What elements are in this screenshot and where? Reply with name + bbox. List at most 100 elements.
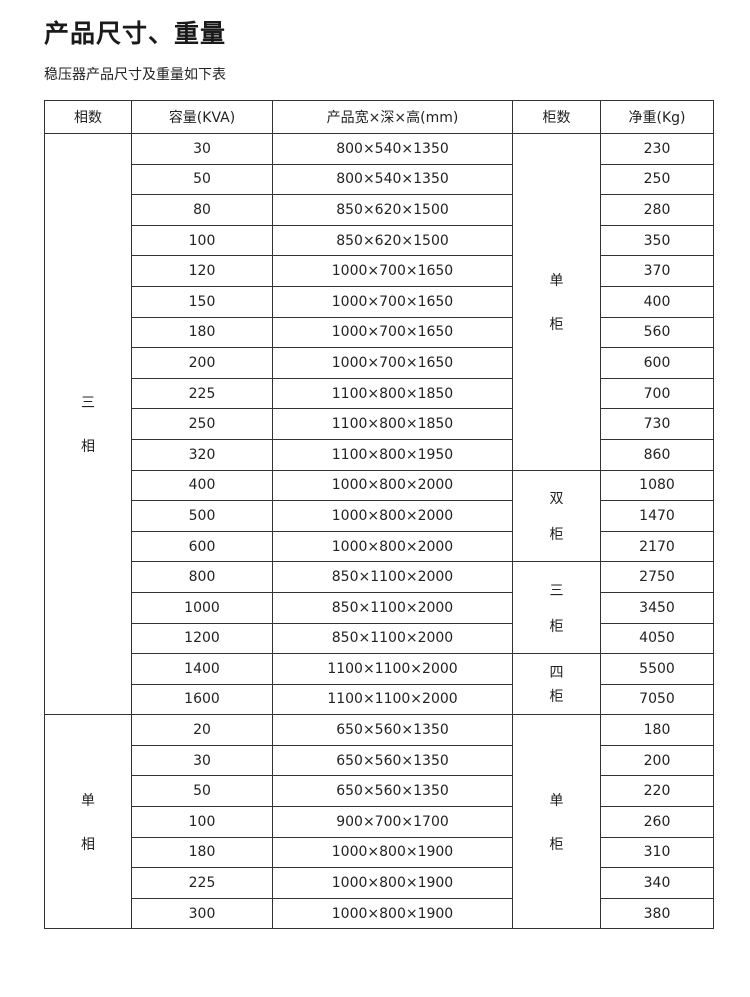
table-header-row: 相数 容量(KVA) 产品宽×深×高(mm) 柜数 净重(Kg) <box>44 100 714 134</box>
capacity-cell: 600 <box>131 530 273 563</box>
phase-cell: 单相 <box>44 714 132 930</box>
dimensions-cell: 850×620×1500 <box>272 224 513 257</box>
dimensions-cell: 650×560×1350 <box>272 714 513 746</box>
capacity-cell: 150 <box>131 285 273 318</box>
page-title: 产品尺寸、重量 <box>44 19 227 48</box>
table-row: 1200 850×1100×2000 4050 <box>45 622 714 655</box>
table-row: 225 1000×800×1900 340 <box>45 867 714 899</box>
table-row: 600 1000×800×2000 2170 <box>45 530 714 563</box>
header-cabinets: 柜数 <box>512 100 601 134</box>
cabinet-cell-char: 柜 <box>549 689 564 706</box>
capacity-cell: 1600 <box>131 683 273 716</box>
net-weight-cell: 730 <box>600 408 714 440</box>
cabinet-cell: 单柜 <box>512 133 601 471</box>
capacity-cell: 20 <box>131 714 273 746</box>
capacity-cell: 80 <box>131 194 273 226</box>
table-row: 1600 1100×1100×2000 7050 <box>45 683 714 716</box>
table-row: 225 1100×800×1850 700 <box>45 377 714 410</box>
table-row: 50 650×560×1350 220 <box>45 775 714 808</box>
net-weight-cell: 560 <box>600 316 714 349</box>
cabinet-cell-char: 柜 <box>549 316 564 333</box>
dimensions-cell: 1100×800×1950 <box>272 438 513 471</box>
phase-cell-char: 三 <box>81 395 95 412</box>
net-weight-cell: 600 <box>600 347 714 379</box>
table-row: 三相 30 800×540×1350 单柜 230 <box>44 132 714 716</box>
net-weight-cell: 700 <box>600 377 714 410</box>
net-weight-cell: 2170 <box>600 530 714 563</box>
table-row: 800 850×1100×2000 三柜 2750 <box>45 561 714 655</box>
dimensions-cell: 650×560×1350 <box>272 775 513 808</box>
net-weight-cell: 5500 <box>600 653 714 685</box>
capacity-cell: 100 <box>131 806 273 838</box>
dimensions-cell: 1100×800×1850 <box>272 377 513 410</box>
net-weight-cell: 860 <box>600 438 714 471</box>
capacity-cell: 1000 <box>131 591 273 624</box>
capacity-cell: 30 <box>131 133 273 165</box>
table-caption: 稳压器产品尺寸及重量如下表 <box>44 67 226 83</box>
dimensions-cell: 1100×1100×2000 <box>272 683 513 716</box>
table-row: 1000 850×1100×2000 3450 <box>45 591 714 624</box>
net-weight-cell: 4050 <box>600 622 714 655</box>
phase-cell-char: 单 <box>81 792 95 809</box>
capacity-cell: 50 <box>131 775 273 808</box>
cabinet-cell-char: 双 <box>549 490 564 507</box>
phase-cell-char: 相 <box>81 836 95 853</box>
cabinet-cell: 三柜 <box>512 561 601 655</box>
dimensions-cell: 1000×700×1650 <box>272 255 513 287</box>
table-row: 320 1100×800×1950 860 <box>45 438 714 471</box>
dimensions-cell: 850×1100×2000 <box>272 591 513 624</box>
table-row: 1400 1100×1100×2000 四柜 5500 <box>45 653 714 716</box>
net-weight-cell: 180 <box>600 714 714 746</box>
header-net-weight: 净重(Kg) <box>600 100 714 134</box>
capacity-cell: 320 <box>131 438 273 471</box>
net-weight-cell: 3450 <box>600 591 714 624</box>
table-row: 250 1100×800×1850 730 <box>45 408 714 440</box>
cabinet-cell: 四柜 <box>512 653 601 716</box>
dimensions-cell: 1000×800×2000 <box>272 530 513 563</box>
net-weight-cell: 7050 <box>600 683 714 716</box>
capacity-cell: 250 <box>131 408 273 440</box>
table-row: 150 1000×700×1650 400 <box>45 285 714 318</box>
net-weight-cell: 2750 <box>600 561 714 593</box>
net-weight-cell: 400 <box>600 285 714 318</box>
dimensions-cell: 900×700×1700 <box>272 806 513 838</box>
net-weight-cell: 1470 <box>600 500 714 532</box>
cabinet-cell-char: 三 <box>549 582 564 599</box>
cabinet-cell-char: 柜 <box>549 836 564 853</box>
table-row: 50 800×540×1350 250 <box>45 163 714 196</box>
capacity-cell: 1400 <box>131 653 273 685</box>
dimensions-cell: 850×1100×2000 <box>272 622 513 655</box>
capacity-cell: 180 <box>131 836 273 869</box>
dimensions-cell: 850×1100×2000 <box>272 561 513 593</box>
cabinet-cell-char: 单 <box>549 792 564 809</box>
table-row: 180 1000×700×1650 560 <box>45 316 714 349</box>
capacity-cell: 500 <box>131 500 273 532</box>
table-row: 200 1000×700×1650 600 <box>45 347 714 379</box>
net-weight-cell: 230 <box>600 133 714 165</box>
capacity-cell: 200 <box>131 347 273 379</box>
cabinet-cell-char: 柜 <box>549 526 564 543</box>
phase-cell: 三相 <box>44 132 132 716</box>
net-weight-cell: 200 <box>600 744 714 777</box>
phase-cell-char: 相 <box>81 439 95 456</box>
dimensions-cell: 1100×1100×2000 <box>272 653 513 685</box>
capacity-cell: 30 <box>131 744 273 777</box>
capacity-cell: 100 <box>131 224 273 257</box>
table-row: 80 850×620×1500 280 <box>45 194 714 226</box>
dimensions-cell: 1000×800×1900 <box>272 897 513 930</box>
net-weight-cell: 370 <box>600 255 714 287</box>
dimensions-cell: 1000×800×1900 <box>272 836 513 869</box>
dimensions-cell: 1000×800×1900 <box>272 867 513 899</box>
dimensions-cell: 1000×700×1650 <box>272 285 513 318</box>
dimensions-cell: 650×560×1350 <box>272 744 513 777</box>
table-row: 180 1000×800×1900 310 <box>45 836 714 869</box>
table-row: 100 850×620×1500 350 <box>45 224 714 257</box>
net-weight-cell: 310 <box>600 836 714 869</box>
header-phase: 相数 <box>44 100 132 134</box>
table-row: 单相 20 650×560×1350 单柜 180 <box>44 714 714 930</box>
product-size-weight-table: 相数 容量(KVA) 产品宽×深×高(mm) 柜数 净重(Kg) 三相 30 800… <box>44 100 714 930</box>
table-row: 120 1000×700×1650 370 <box>45 255 714 287</box>
capacity-cell: 225 <box>131 377 273 410</box>
capacity-cell: 225 <box>131 867 273 899</box>
net-weight-cell: 340 <box>600 867 714 899</box>
